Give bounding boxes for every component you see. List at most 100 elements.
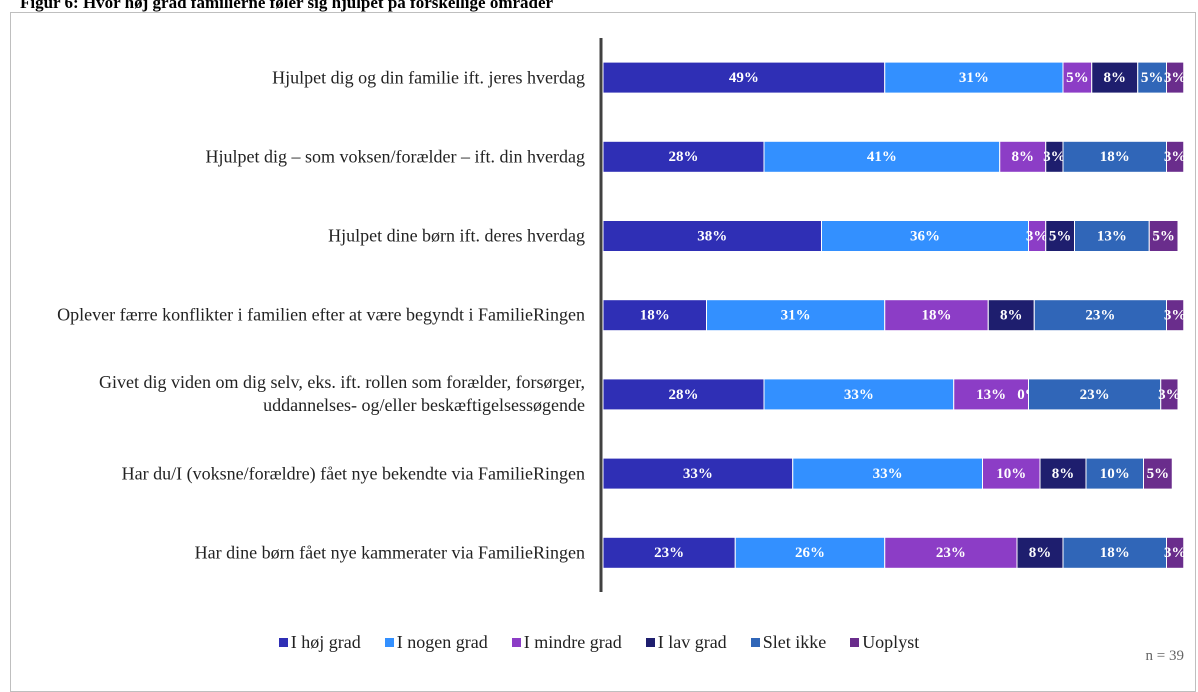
bar-segment [602,61,886,94]
data-label: 49% [729,70,759,86]
category-label: Hjulpet dig – som voksen/forælder – ift.… [205,146,585,167]
category-label: Hjulpet dig og din familie ift. jeres hv… [272,67,585,88]
data-label: 3% [1164,149,1187,165]
data-label: 31% [959,70,989,86]
data-label: 5% [1152,228,1175,244]
data-label: 3% [1164,308,1187,324]
data-label: 8% [1029,545,1052,561]
bar-segment [1166,536,1185,569]
bar-segment [1045,220,1075,252]
annotation: n = 39 [1145,648,1184,664]
legend-swatch [384,638,394,647]
chart: 49% 31% 5% 8% 5% 3%28% 41% 8% 3% 18% 3%38% 36% 3% 5% 1… [599,38,1187,592]
data-label: 26% [795,545,825,561]
legend-swatch [278,638,288,647]
bar-segment [1143,457,1173,490]
bar-segment [999,140,1047,173]
bar-segment [1028,378,1162,411]
legend-label: Slet ikke [762,632,827,652]
bar-segment [821,220,1029,252]
bar-segment [602,140,765,173]
data-label: 18% [922,308,952,324]
data-label: 10% [996,466,1026,482]
bar-segment [1062,61,1093,94]
bar-segment [602,536,736,569]
data-label: 3% [1164,70,1187,86]
data-label: 3% [1026,228,1049,244]
data-label: 23% [1085,308,1115,324]
bar-segment [884,61,1064,94]
bar-segment [1166,61,1185,94]
legend: I høj grad I nogen grad I mindre grad I lav… [0,632,1198,653]
data-label: 23% [936,545,966,561]
legend-label: I nogen grad [396,632,488,652]
data-label: 5% [1141,70,1164,86]
bar-segment [602,378,765,411]
data-label: 18% [1100,545,1130,561]
data-label: 33% [844,387,874,403]
data-label: 8% [1000,308,1023,324]
bar-segment [982,457,1041,490]
data-label: 13% [1097,228,1127,244]
legend-swatch [511,638,521,647]
legend-item: I høj grad [278,632,361,653]
data-label: 5% [1049,228,1072,244]
legend-label: I lav grad [657,632,727,652]
data-label: 3% [1164,545,1187,561]
data-label: 28% [669,387,699,403]
category-label: Har dine børn fået nye kammerater via Fa… [194,542,585,563]
legend-swatch [645,638,655,647]
category-label: Hjulpet dine børn ift. deres hverdag [328,225,585,246]
category-label: Har du/I (voksne/forældre) fået nye beke… [121,463,585,484]
legend-label: I høj grad [290,632,361,652]
category-label: Oplever færre konflikter i familien efte… [57,304,585,325]
chart-title: Figur 6: Hvor høj grad familierne føler … [20,0,554,12]
data-label: 23% [654,545,684,561]
category-label: Givet dig viden om dig selv, eks. ift. r… [99,372,585,416]
data-label: 31% [781,308,811,324]
data-label: 13% [976,387,1006,403]
data-label: 33% [873,466,903,482]
bar-segment [1166,140,1185,173]
data-label: 3% [1043,149,1066,165]
data-label: 5% [1066,70,1089,86]
legend-item: Slet ikke [750,632,827,653]
bar-segment [602,457,794,490]
bar-segment [1148,220,1179,252]
bar-segment [1074,220,1150,252]
data-label: 5% [1147,466,1170,482]
legend-swatch [750,638,760,647]
bar-segment [763,140,1001,173]
legend-item: I lav grad [645,632,727,653]
bar-segment [792,457,983,490]
bar-segment [1085,457,1144,490]
data-label: 10% [1100,466,1130,482]
legend-label: Uoplyst [862,632,920,652]
bar-segment [1062,140,1167,173]
data-label: 8% [1012,149,1035,165]
legend-item: I mindre grad [511,632,622,653]
legend-swatch [850,638,860,647]
bar-segment [706,299,886,332]
bar-segment [884,299,989,332]
data-label: 41% [867,149,897,165]
bar-segment [1166,299,1185,332]
data-label: 18% [640,308,670,324]
data-label: 28% [669,149,699,165]
data-label: 8% [1104,70,1127,86]
data-label: 18% [1100,149,1130,165]
data-label: 23% [1080,387,1110,403]
legend-label: I mindre grad [523,632,622,652]
data-label: 36% [910,228,940,244]
legend-item: Uoplyst [850,632,919,653]
bar-segment [987,299,1035,332]
bar-segment [884,536,1018,569]
bar-segment [1137,61,1167,94]
bar-segment [1160,378,1179,411]
bar-segment [1016,536,1064,569]
bar-segment [734,536,886,569]
data-label: 33% [683,466,713,482]
data-label: 8% [1052,466,1075,482]
data-label: 3% [1158,387,1181,403]
